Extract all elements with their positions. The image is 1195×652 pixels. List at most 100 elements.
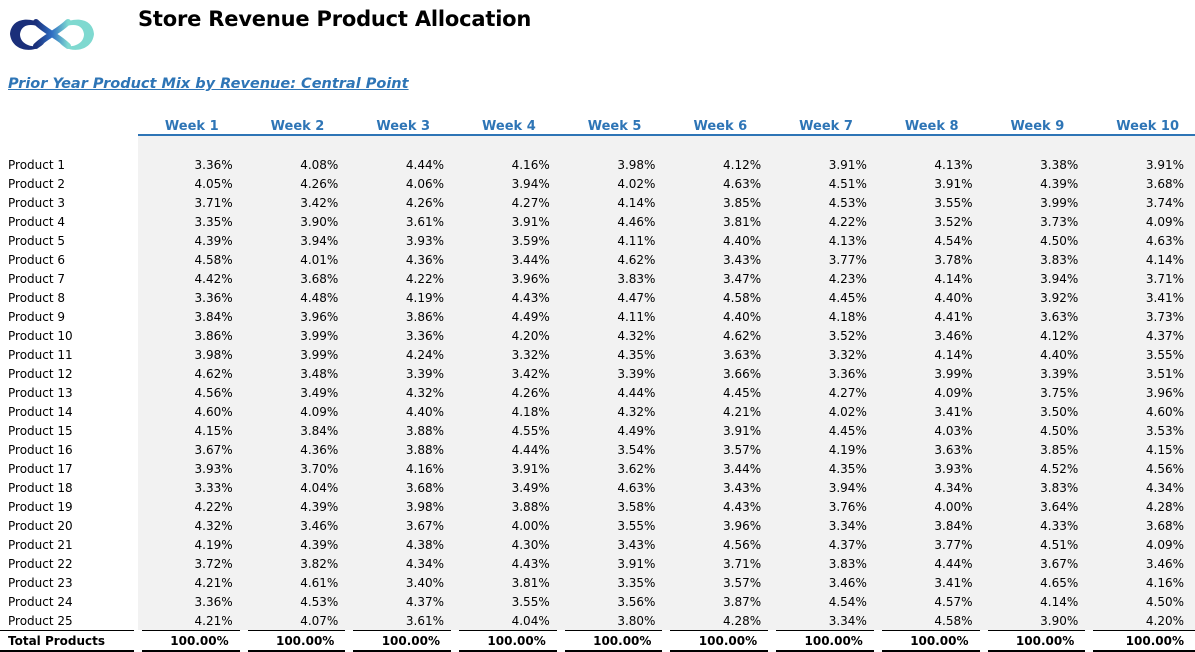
value-cell[interactable]: 4.63% [1089, 231, 1195, 250]
value-cell[interactable]: 3.62% [560, 459, 667, 478]
value-cell[interactable]: 4.22% [772, 212, 878, 231]
value-cell[interactable]: 3.68% [1089, 516, 1195, 535]
value-cell[interactable]: 3.39% [983, 364, 1090, 383]
total-cell[interactable]: 100.00% [556, 630, 667, 652]
value-cell[interactable]: 4.41% [877, 307, 984, 326]
value-cell[interactable]: 4.16% [1089, 573, 1195, 592]
value-cell[interactable]: 3.41% [877, 402, 984, 421]
value-cell[interactable]: 4.56% [1089, 459, 1195, 478]
value-cell[interactable]: 3.96% [1089, 383, 1195, 402]
value-cell[interactable]: 4.07% [243, 611, 350, 631]
value-cell[interactable]: 3.67% [137, 440, 244, 459]
value-cell[interactable]: 3.55% [455, 592, 561, 611]
value-cell[interactable]: 3.80% [560, 611, 667, 631]
value-cell[interactable]: 4.14% [1089, 250, 1195, 269]
value-cell[interactable]: 4.14% [877, 345, 984, 364]
value-cell[interactable]: 3.41% [1089, 288, 1195, 307]
value-cell[interactable]: 3.52% [772, 326, 878, 345]
column-header[interactable]: Week 5 [560, 114, 667, 136]
value-cell[interactable]: 4.45% [772, 421, 878, 440]
value-cell[interactable]: 4.06% [349, 174, 456, 193]
row-label[interactable]: Product 22 [8, 556, 73, 571]
value-cell[interactable]: 3.63% [983, 307, 1090, 326]
value-cell[interactable]: 4.40% [983, 345, 1090, 364]
value-cell[interactable]: 4.44% [349, 155, 456, 174]
value-cell[interactable]: 4.18% [772, 307, 878, 326]
value-cell[interactable]: 4.52% [983, 459, 1090, 478]
value-cell[interactable]: 4.32% [349, 383, 456, 402]
value-cell[interactable]: 4.32% [560, 402, 667, 421]
row-label[interactable]: Product 2 [8, 176, 66, 191]
total-cell[interactable]: 100.00% [1085, 630, 1195, 652]
total-cell[interactable]: 100.00% [451, 630, 561, 652]
value-cell[interactable]: 4.39% [243, 497, 350, 516]
value-cell[interactable]: 3.73% [1089, 307, 1195, 326]
value-cell[interactable]: 4.28% [1089, 497, 1195, 516]
value-cell[interactable]: 3.94% [455, 174, 561, 193]
value-cell[interactable]: 3.55% [1089, 345, 1195, 364]
value-cell[interactable]: 3.50% [983, 402, 1090, 421]
row-label[interactable]: Product 6 [8, 252, 66, 267]
row-label[interactable]: Product 15 [8, 423, 73, 438]
value-cell[interactable]: 3.88% [349, 440, 456, 459]
value-cell[interactable]: 4.24% [349, 345, 456, 364]
value-cell[interactable]: 3.86% [349, 307, 456, 326]
value-cell[interactable]: 4.38% [349, 535, 456, 554]
value-cell[interactable]: 4.13% [772, 231, 878, 250]
value-cell[interactable]: 3.49% [455, 478, 561, 497]
value-cell[interactable]: 3.36% [137, 288, 244, 307]
total-cell[interactable]: 100.00% [133, 630, 244, 652]
value-cell[interactable]: 4.58% [666, 288, 773, 307]
value-cell[interactable]: 4.08% [243, 155, 350, 174]
value-cell[interactable]: 4.43% [666, 497, 773, 516]
value-cell[interactable]: 3.63% [666, 345, 773, 364]
value-cell[interactable]: 3.44% [666, 459, 773, 478]
value-cell[interactable]: 4.35% [772, 459, 878, 478]
value-cell[interactable]: 3.43% [560, 535, 667, 554]
value-cell[interactable]: 3.93% [877, 459, 984, 478]
value-cell[interactable]: 3.77% [877, 535, 984, 554]
value-cell[interactable]: 4.57% [877, 592, 984, 611]
row-label[interactable]: Product 5 [8, 233, 66, 248]
value-cell[interactable]: 3.91% [877, 174, 984, 193]
value-cell[interactable]: 3.86% [137, 326, 244, 345]
value-cell[interactable]: 3.61% [349, 611, 456, 631]
column-header[interactable]: Week 4 [455, 114, 561, 136]
total-cell[interactable]: 100.00% [662, 630, 773, 652]
value-cell[interactable]: 4.37% [349, 592, 456, 611]
value-cell[interactable]: 4.53% [772, 193, 878, 212]
value-cell[interactable]: 3.53% [1089, 421, 1195, 440]
value-cell[interactable]: 3.43% [666, 478, 773, 497]
total-label[interactable]: Total Products [0, 630, 142, 652]
value-cell[interactable]: 4.26% [243, 174, 350, 193]
value-cell[interactable]: 4.23% [772, 269, 878, 288]
value-cell[interactable]: 4.21% [666, 402, 773, 421]
value-cell[interactable]: 4.42% [137, 269, 244, 288]
value-cell[interactable]: 3.46% [877, 326, 984, 345]
value-cell[interactable]: 3.83% [983, 250, 1090, 269]
value-cell[interactable]: 4.51% [772, 174, 878, 193]
value-cell[interactable]: 4.37% [772, 535, 878, 554]
value-cell[interactable]: 3.76% [772, 497, 878, 516]
value-cell[interactable]: 4.12% [983, 326, 1090, 345]
value-cell[interactable]: 3.52% [877, 212, 984, 231]
value-cell[interactable]: 4.04% [455, 611, 561, 631]
value-cell[interactable]: 3.91% [455, 459, 561, 478]
value-cell[interactable]: 4.62% [560, 250, 667, 269]
value-cell[interactable]: 3.43% [666, 250, 773, 269]
value-cell[interactable]: 4.49% [455, 307, 561, 326]
value-cell[interactable]: 3.49% [243, 383, 350, 402]
row-label[interactable]: Product 23 [8, 575, 73, 590]
column-header[interactable]: Week 9 [983, 114, 1090, 136]
value-cell[interactable]: 3.92% [983, 288, 1090, 307]
row-label[interactable]: Product 9 [8, 309, 66, 324]
value-cell[interactable]: 3.35% [560, 573, 667, 592]
value-cell[interactable]: 3.71% [1089, 269, 1195, 288]
value-cell[interactable]: 3.51% [1089, 364, 1195, 383]
value-cell[interactable]: 4.19% [137, 535, 244, 554]
value-cell[interactable]: 4.62% [137, 364, 244, 383]
value-cell[interactable]: 3.71% [666, 554, 773, 573]
value-cell[interactable]: 3.44% [455, 250, 561, 269]
value-cell[interactable]: 3.91% [455, 212, 561, 231]
value-cell[interactable]: 4.34% [349, 554, 456, 573]
